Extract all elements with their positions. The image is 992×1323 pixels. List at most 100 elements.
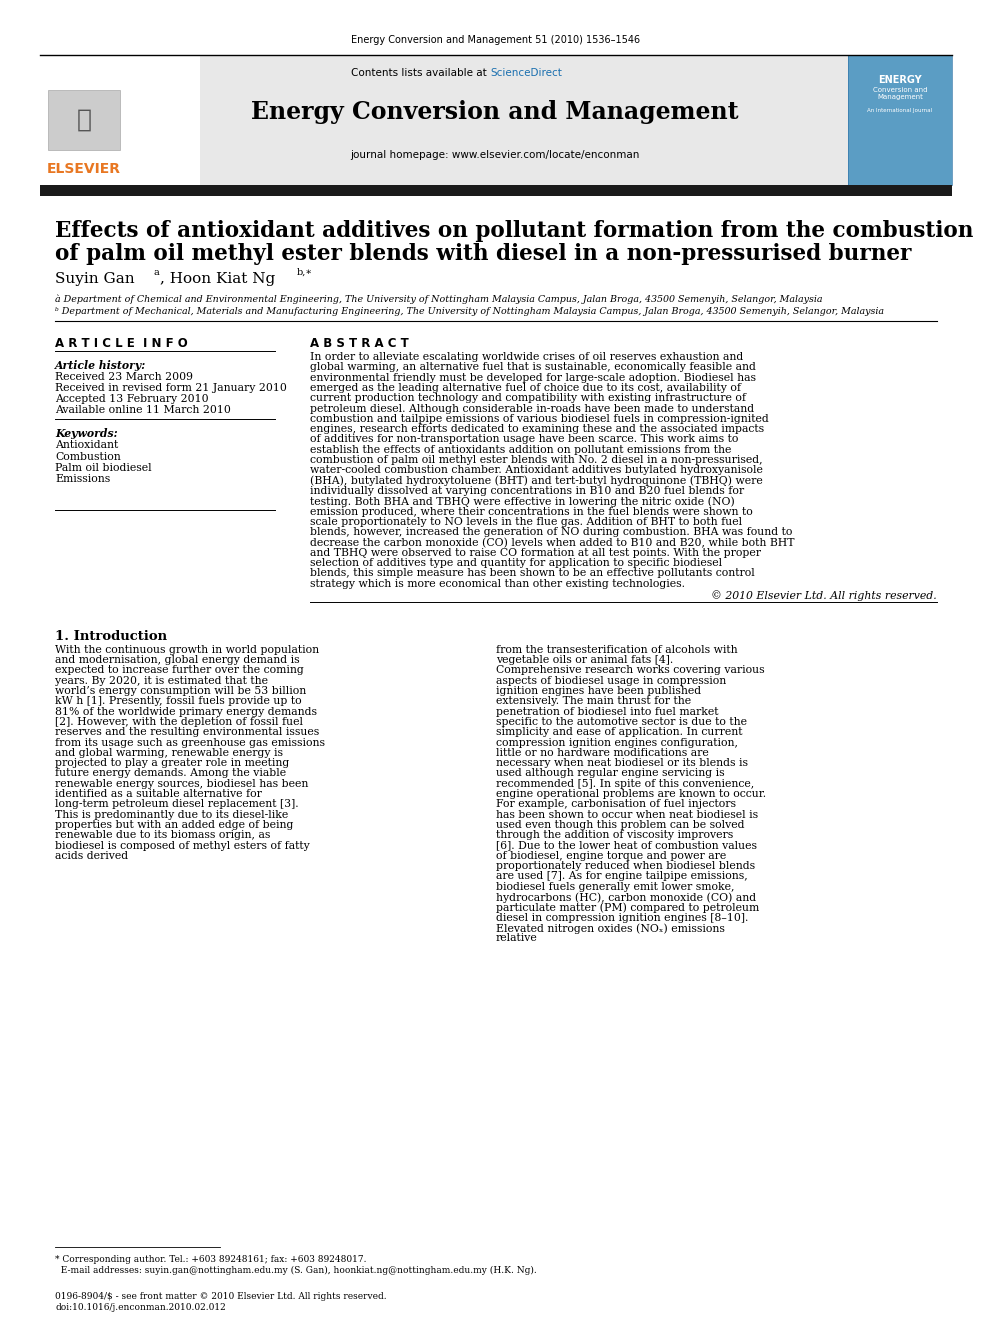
Text: Palm oil biodiesel: Palm oil biodiesel <box>55 463 152 474</box>
Text: Conversion and
Management: Conversion and Management <box>873 87 928 101</box>
Text: For example, carbonisation of fuel injectors: For example, carbonisation of fuel injec… <box>496 799 736 810</box>
Text: scale proportionately to NO levels in the flue gas. Addition of BHT to both fuel: scale proportionately to NO levels in th… <box>310 517 742 527</box>
Text: and modernisation, global energy demand is: and modernisation, global energy demand … <box>55 655 300 665</box>
Text: emerged as the leading alternative fuel of choice due to its cost, availability : emerged as the leading alternative fuel … <box>310 382 741 393</box>
Bar <box>40 56 200 185</box>
Text: biodiesel is composed of methyl esters of fatty: biodiesel is composed of methyl esters o… <box>55 840 310 851</box>
Text: selection of additives type and quantity for application to specific biodiesel: selection of additives type and quantity… <box>310 558 722 568</box>
Bar <box>40 56 952 185</box>
Text: strategy which is more economical than other existing technologies.: strategy which is more economical than o… <box>310 578 685 589</box>
Text: © 2010 Elsevier Ltd. All rights reserved.: © 2010 Elsevier Ltd. All rights reserved… <box>711 590 937 601</box>
Text: Effects of antioxidant additives on pollutant formation from the combustion: Effects of antioxidant additives on poll… <box>55 220 973 242</box>
Text: Received 23 March 2009: Received 23 March 2009 <box>55 372 193 382</box>
Text: from the transesterification of alcohols with: from the transesterification of alcohols… <box>496 644 738 655</box>
Text: Energy Conversion and Management 51 (2010) 1536–1546: Energy Conversion and Management 51 (201… <box>351 34 641 45</box>
Text: current production technology and compatibility with existing infrastructure of: current production technology and compat… <box>310 393 746 404</box>
Text: global warming, an alternative fuel that is sustainable, economically feasible a: global warming, an alternative fuel that… <box>310 363 756 372</box>
Text: future energy demands. Among the viable: future energy demands. Among the viable <box>55 769 286 778</box>
Text: particulate matter (PM) compared to petroleum: particulate matter (PM) compared to petr… <box>496 902 759 913</box>
Text: b,∗: b,∗ <box>297 269 313 277</box>
Text: Contents lists available at: Contents lists available at <box>351 67 490 78</box>
Text: , Hoon Kiat Ng: , Hoon Kiat Ng <box>160 273 275 286</box>
Text: of biodiesel, engine torque and power are: of biodiesel, engine torque and power ar… <box>496 851 726 861</box>
Text: little or no hardware modifications are: little or no hardware modifications are <box>496 747 708 758</box>
Text: Article history:: Article history: <box>55 360 146 370</box>
Text: relative: relative <box>496 933 538 943</box>
Text: With the continuous growth in world population: With the continuous growth in world popu… <box>55 644 319 655</box>
Text: combustion of palm oil methyl ester blends with No. 2 diesel in a non-pressurise: combustion of palm oil methyl ester blen… <box>310 455 763 464</box>
Text: long-term petroleum diesel replacement [3].: long-term petroleum diesel replacement [… <box>55 799 299 810</box>
Text: In order to alleviate escalating worldwide crises of oil reserves exhaustion and: In order to alleviate escalating worldwi… <box>310 352 743 363</box>
Text: emission produced, where their concentrations in the fuel blends were shown to: emission produced, where their concentra… <box>310 507 753 516</box>
Text: 81% of the worldwide primary energy demands: 81% of the worldwide primary energy dema… <box>55 706 317 717</box>
Text: An International Journal: An International Journal <box>867 108 932 112</box>
Text: engines, research efforts dedicated to examining these and the associated impact: engines, research efforts dedicated to e… <box>310 425 764 434</box>
Text: water-cooled combustion chamber. Antioxidant additives butylated hydroxyanisole: water-cooled combustion chamber. Antioxi… <box>310 466 763 475</box>
Text: à Department of Chemical and Environmental Engineering, The University of Nottin: à Department of Chemical and Environment… <box>55 294 822 303</box>
Text: individually dissolved at varying concentrations in B10 and B20 fuel blends for: individually dissolved at varying concen… <box>310 486 744 496</box>
Text: Antioxidant: Antioxidant <box>55 441 118 450</box>
Text: blends, this simple measure has been shown to be an effective pollutants control: blends, this simple measure has been sho… <box>310 569 755 578</box>
Text: (BHA), butylated hydroxytoluene (BHT) and tert-butyl hydroquinone (TBHQ) were: (BHA), butylated hydroxytoluene (BHT) an… <box>310 475 763 486</box>
Text: used even though this problem can be solved: used even though this problem can be sol… <box>496 820 745 830</box>
Text: * Corresponding author. Tel.: +603 89248161; fax: +603 89248017.: * Corresponding author. Tel.: +603 89248… <box>55 1256 366 1263</box>
Text: world’s energy consumption will be 53 billion: world’s energy consumption will be 53 bi… <box>55 687 307 696</box>
Text: Emissions: Emissions <box>55 475 110 484</box>
Text: acids derived: acids derived <box>55 851 128 861</box>
Text: reserves and the resulting environmental issues: reserves and the resulting environmental… <box>55 728 319 737</box>
Text: 🌳: 🌳 <box>76 108 91 132</box>
Text: vegetable oils or animal fats [4].: vegetable oils or animal fats [4]. <box>496 655 674 665</box>
Text: This is predominantly due to its diesel-like: This is predominantly due to its diesel-… <box>55 810 289 820</box>
Text: Combustion: Combustion <box>55 451 121 462</box>
Text: are used [7]. As for engine tailpipe emissions,: are used [7]. As for engine tailpipe emi… <box>496 872 748 881</box>
Text: decrease the carbon monoxide (CO) levels when added to B10 and B20, while both B: decrease the carbon monoxide (CO) levels… <box>310 537 795 548</box>
Text: kW h [1]. Presently, fossil fuels provide up to: kW h [1]. Presently, fossil fuels provid… <box>55 696 302 706</box>
Text: and global warming, renewable energy is: and global warming, renewable energy is <box>55 747 283 758</box>
Text: renewable energy sources, biodiesel has been: renewable energy sources, biodiesel has … <box>55 779 309 789</box>
Text: extensively. The main thrust for the: extensively. The main thrust for the <box>496 696 691 706</box>
Text: doi:10.1016/j.enconman.2010.02.012: doi:10.1016/j.enconman.2010.02.012 <box>55 1303 226 1312</box>
Text: has been shown to occur when neat biodiesel is: has been shown to occur when neat biodie… <box>496 810 758 820</box>
Text: A B S T R A C T: A B S T R A C T <box>310 337 409 351</box>
Text: journal homepage: www.elsevier.com/locate/enconman: journal homepage: www.elsevier.com/locat… <box>350 149 640 160</box>
Text: testing. Both BHA and TBHQ were effective in lowering the nitric oxide (NO): testing. Both BHA and TBHQ were effectiv… <box>310 496 735 507</box>
Bar <box>48 90 120 149</box>
Text: biodiesel fuels generally emit lower smoke,: biodiesel fuels generally emit lower smo… <box>496 882 734 892</box>
Text: blends, however, increased the generation of NO during combustion. BHA was found: blends, however, increased the generatio… <box>310 527 793 537</box>
Text: Keywords:: Keywords: <box>55 429 118 439</box>
Text: petroleum diesel. Although considerable in-roads have been made to understand: petroleum diesel. Although considerable … <box>310 404 754 414</box>
Text: identified as a suitable alternative for: identified as a suitable alternative for <box>55 789 262 799</box>
Text: through the addition of viscosity improvers: through the addition of viscosity improv… <box>496 831 733 840</box>
Text: Available online 11 March 2010: Available online 11 March 2010 <box>55 405 231 415</box>
Text: properties but with an added edge of being: properties but with an added edge of bei… <box>55 820 294 830</box>
Text: 0196-8904/$ - see front matter © 2010 Elsevier Ltd. All rights reserved.: 0196-8904/$ - see front matter © 2010 El… <box>55 1293 387 1301</box>
Bar <box>40 185 952 196</box>
Bar <box>848 56 952 185</box>
Text: specific to the automotive sector is due to the: specific to the automotive sector is due… <box>496 717 747 728</box>
Text: engine operational problems are known to occur.: engine operational problems are known to… <box>496 789 766 799</box>
Text: simplicity and ease of application. In current: simplicity and ease of application. In c… <box>496 728 742 737</box>
Text: penetration of biodiesel into fuel market: penetration of biodiesel into fuel marke… <box>496 706 718 717</box>
Text: environmental friendly must be developed for large-scale adoption. Biodiesel has: environmental friendly must be developed… <box>310 373 756 382</box>
Text: years. By 2020, it is estimated that the: years. By 2020, it is estimated that the <box>55 676 268 685</box>
Text: aspects of biodiesel usage in compression: aspects of biodiesel usage in compressio… <box>496 676 726 685</box>
Text: [6]. Due to the lower heat of combustion values: [6]. Due to the lower heat of combustion… <box>496 840 757 851</box>
Text: necessary when neat biodiesel or its blends is: necessary when neat biodiesel or its ble… <box>496 758 748 769</box>
Text: renewable due to its biomass origin, as: renewable due to its biomass origin, as <box>55 831 271 840</box>
Text: of palm oil methyl ester blends with diesel in a non-pressurised burner: of palm oil methyl ester blends with die… <box>55 243 912 265</box>
Text: compression ignition engines configuration,: compression ignition engines configurati… <box>496 738 738 747</box>
Text: Comprehensive research works covering various: Comprehensive research works covering va… <box>496 665 765 676</box>
Bar <box>848 56 952 185</box>
Text: and TBHQ were observed to raise CO formation at all test points. With the proper: and TBHQ were observed to raise CO forma… <box>310 548 761 558</box>
Text: ScienceDirect: ScienceDirect <box>490 67 561 78</box>
Text: expected to increase further over the coming: expected to increase further over the co… <box>55 665 304 676</box>
Text: Accepted 13 February 2010: Accepted 13 February 2010 <box>55 394 208 404</box>
Text: ELSEVIER: ELSEVIER <box>47 161 121 176</box>
Text: ᵇ Department of Mechanical, Materials and Manufacturing Engineering, The Univers: ᵇ Department of Mechanical, Materials an… <box>55 307 884 316</box>
Text: recommended [5]. In spite of this convenience,: recommended [5]. In spite of this conven… <box>496 779 754 789</box>
Text: hydrocarbons (HC), carbon monoxide (CO) and: hydrocarbons (HC), carbon monoxide (CO) … <box>496 892 756 902</box>
Text: used although regular engine servicing is: used although regular engine servicing i… <box>496 769 724 778</box>
Text: ENERGY: ENERGY <box>878 75 922 85</box>
Text: of additives for non-transportation usage have been scarce. This work aims to: of additives for non-transportation usag… <box>310 434 738 445</box>
Text: [2]. However, with the depletion of fossil fuel: [2]. However, with the depletion of foss… <box>55 717 303 728</box>
